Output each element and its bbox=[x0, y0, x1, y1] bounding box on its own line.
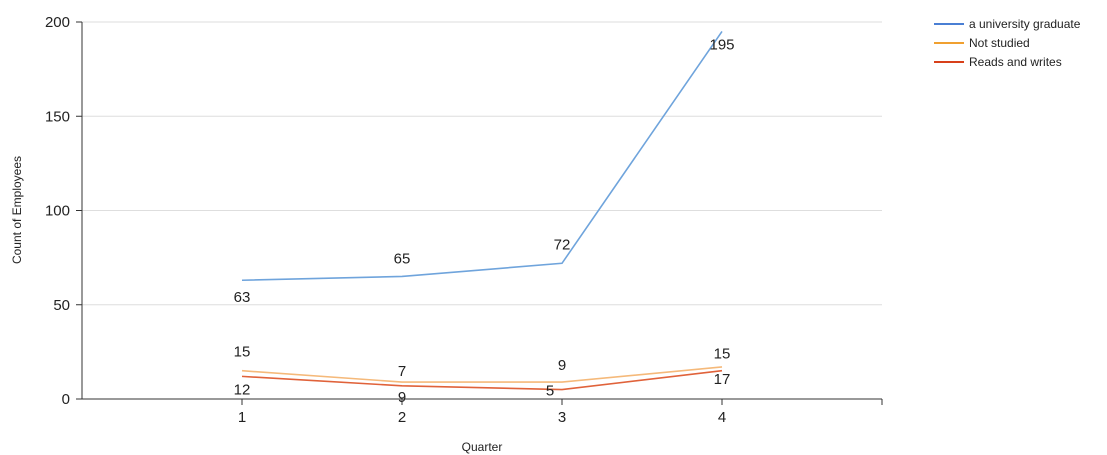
y-tick-label: 0 bbox=[62, 391, 70, 408]
data-label: 5 bbox=[546, 383, 554, 400]
legend-label: Not studied bbox=[969, 35, 1030, 50]
x-tick-label: 3 bbox=[558, 409, 566, 426]
data-label: 12 bbox=[234, 381, 251, 398]
data-label: 9 bbox=[558, 357, 566, 374]
y-tick-labels: 0 50 100 150 200 bbox=[45, 14, 70, 408]
data-label: 72 bbox=[554, 236, 571, 253]
y-tick-label: 150 bbox=[45, 108, 70, 125]
series-line-not-studied bbox=[241, 366, 723, 383]
x-tick-label: 4 bbox=[718, 409, 726, 426]
legend: a university graduate Not studied Reads … bbox=[934, 14, 1080, 71]
data-label: 9 bbox=[398, 389, 406, 406]
data-label: 15 bbox=[234, 344, 251, 361]
data-label: 7 bbox=[398, 363, 406, 380]
x-tick-label: 1 bbox=[238, 409, 246, 426]
gridlines bbox=[82, 21, 882, 306]
y-tick-label: 200 bbox=[45, 14, 70, 31]
data-label: 65 bbox=[394, 250, 411, 267]
x-tick-labels: 1 2 3 4 bbox=[238, 409, 726, 426]
x-axis-title: Quarter bbox=[462, 440, 503, 454]
legend-label: Reads and writes bbox=[969, 54, 1062, 69]
legend-label: a university graduate bbox=[969, 16, 1081, 31]
data-label: 15 bbox=[714, 346, 731, 363]
axes bbox=[76, 21, 883, 405]
x-tick-label: 2 bbox=[398, 409, 406, 426]
legend-swatch bbox=[934, 60, 964, 63]
series-lines bbox=[241, 30, 723, 391]
data-label: 195 bbox=[709, 36, 734, 53]
series-line-reads-and-writes bbox=[241, 369, 723, 391]
legend-swatch bbox=[934, 22, 964, 25]
data-label: 17 bbox=[714, 371, 731, 388]
legend-item-university-graduate[interactable]: a university graduate bbox=[934, 14, 1080, 33]
series-line-a-university-graduate bbox=[241, 30, 723, 282]
legend-swatch bbox=[934, 41, 964, 44]
y-tick-label: 100 bbox=[45, 203, 70, 220]
legend-item-reads-and-writes[interactable]: Reads and writes bbox=[934, 52, 1080, 71]
legend-item-not-studied[interactable]: Not studied bbox=[934, 33, 1080, 52]
data-labels: 63 65 72 195 15 9 9 17 12 7 5 15 bbox=[234, 36, 735, 406]
y-axis-title: Count of Employees bbox=[10, 156, 24, 264]
y-tick-label: 50 bbox=[53, 297, 70, 314]
data-label: 63 bbox=[234, 289, 251, 306]
